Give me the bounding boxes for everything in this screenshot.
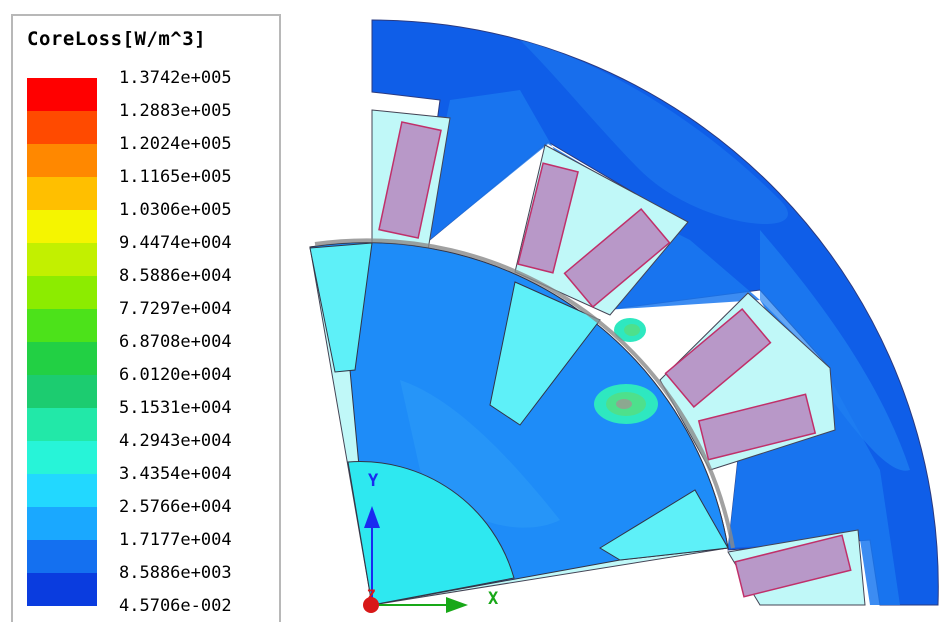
coil [734,534,852,598]
color-swatch [27,276,97,309]
rotor-pole [599,489,729,561]
z-axis-label: Z [367,588,375,604]
color-bar [27,78,97,606]
legend-tick-label: 4.5706e-002 [119,596,232,616]
legend-tick-label: 8.5886e+004 [119,266,232,286]
stator-texture [520,40,788,224]
legend-tick-label: 8.5886e+003 [119,563,232,583]
stator [371,19,939,606]
legend-tick-label: 1.1165e+005 [119,167,232,187]
stator-tooth-region [420,90,900,605]
y-axis-label: Y [368,471,379,491]
color-swatch [27,540,97,573]
rotor-pole [309,242,373,373]
z-axis-origin [363,597,379,613]
color-swatch [27,474,97,507]
coils [378,121,852,598]
legend-tick-label: 5.1531e+004 [119,398,232,418]
color-swatch [27,243,97,276]
legend-tick-label: 3.4354e+004 [119,464,232,484]
legend-tick-label: 1.2883e+005 [119,101,232,121]
legend-tick-label: 6.0120e+004 [119,365,232,385]
color-swatch [27,375,97,408]
legend-tick-label: 7.7297e+004 [119,299,232,319]
stator-texture [760,230,910,471]
color-swatch [27,78,97,111]
color-swatch [27,573,97,606]
coil [563,207,671,309]
y-axis-arrow [364,506,380,528]
legend-tick-label: 4.2943e+004 [119,431,232,451]
legend-panel: CoreLoss[W/m^3] 1.3742e+005 1.2883e+005 1.… [11,14,281,622]
rotor [309,238,735,606]
legend-tick-label: 1.3742e+005 [119,68,232,88]
coil [517,162,579,274]
legend-tick-label: 1.0306e+005 [119,200,232,220]
color-swatch [27,210,97,243]
legend-tick-label: 6.8708e+004 [119,332,232,352]
color-swatch [27,408,97,441]
x-axis-arrow [446,597,468,613]
legend-tick-label: 9.4474e+004 [119,233,232,253]
air-gap [314,238,735,549]
shaft [347,461,515,606]
legend-tick-label: 1.7177e+004 [119,530,232,550]
legend-title: CoreLoss[W/m^3] [27,28,207,50]
legend-tick-label: 1.2024e+005 [119,134,232,154]
coordinate-axes: Y X Z [363,471,499,613]
color-swatch [27,177,97,210]
x-axis-label: X [488,589,499,609]
coil [664,307,772,409]
coil [378,121,442,239]
color-swatch [27,111,97,144]
legend-tick-label: 2.5766e+004 [119,497,232,517]
color-swatch [27,144,97,177]
color-swatch [27,507,97,540]
coil [697,393,817,461]
color-swatch [27,441,97,474]
hotspot [624,324,640,336]
hotspot [616,399,632,409]
rotor-pole [489,281,601,426]
color-swatch [27,309,97,342]
color-swatch [27,342,97,375]
